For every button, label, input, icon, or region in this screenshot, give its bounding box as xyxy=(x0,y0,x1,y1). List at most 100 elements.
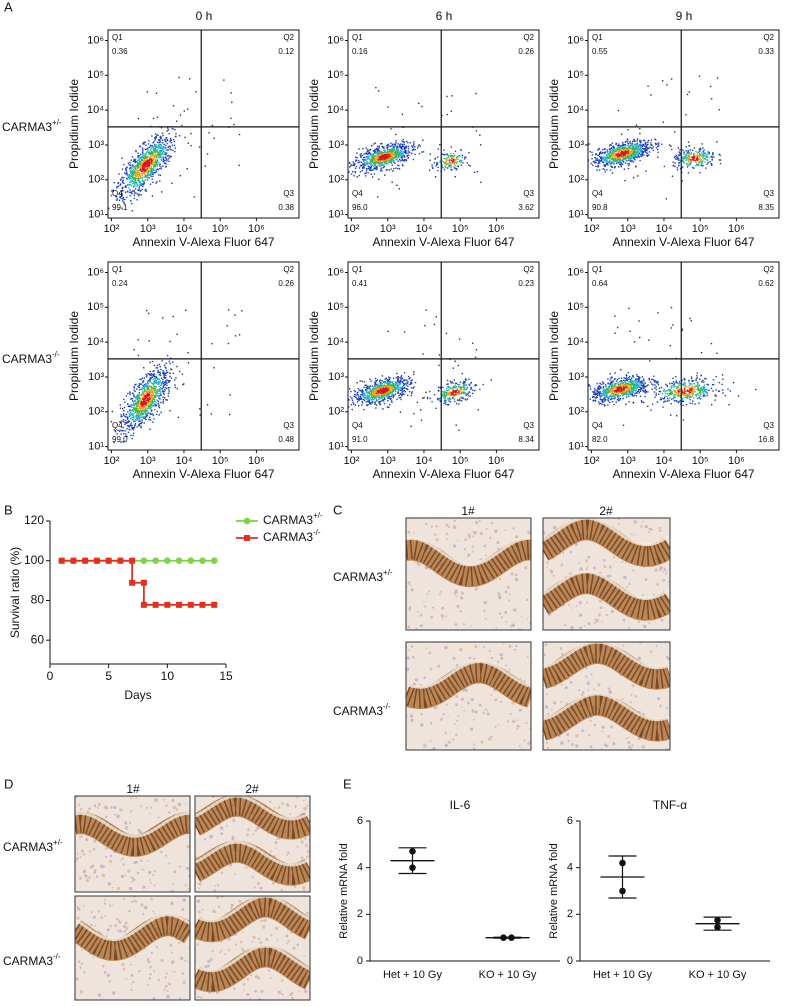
event-dot xyxy=(381,380,383,382)
event-dot xyxy=(166,142,169,145)
event-dot xyxy=(707,161,709,164)
event-dot xyxy=(369,390,372,393)
event-dot xyxy=(693,156,695,158)
x-tick-label: 10⁴ xyxy=(175,223,192,235)
event-dot xyxy=(585,171,586,172)
event-dot xyxy=(374,394,377,397)
event-dot xyxy=(361,393,363,396)
event-dot xyxy=(615,160,617,162)
quadrant-name: Q4 xyxy=(592,189,603,198)
event-dot xyxy=(398,151,400,153)
event-dot xyxy=(364,162,366,165)
event-dot xyxy=(677,147,680,149)
event-dot xyxy=(139,145,141,148)
event-dot xyxy=(123,398,125,401)
event-dot xyxy=(448,155,450,158)
event-dot xyxy=(132,407,135,409)
event-dot xyxy=(682,149,684,151)
event-dot xyxy=(631,149,633,151)
event-dot xyxy=(637,147,640,149)
event-dot xyxy=(132,181,135,183)
event-dot xyxy=(153,404,155,406)
event-dot xyxy=(126,417,129,420)
event-dot xyxy=(150,162,152,164)
event-dot xyxy=(158,145,160,147)
event-dot xyxy=(149,416,151,419)
event-dot xyxy=(702,147,704,149)
event-dot xyxy=(383,149,385,151)
event-dot xyxy=(399,392,402,395)
event-dot xyxy=(157,389,159,391)
event-dot xyxy=(616,155,618,158)
event-dot xyxy=(135,405,138,407)
event-dot xyxy=(635,153,638,155)
event-dot xyxy=(173,144,176,147)
event-dot xyxy=(626,150,629,153)
event-dot xyxy=(364,158,366,161)
event-dot xyxy=(179,175,182,177)
event-dot xyxy=(160,126,163,129)
event-dot xyxy=(704,158,707,160)
event-dot xyxy=(425,391,427,394)
event-dot xyxy=(602,156,605,159)
event-dot xyxy=(150,406,152,409)
event-dot xyxy=(597,148,600,150)
event-dot xyxy=(369,378,371,380)
event-dot xyxy=(396,150,398,152)
y-axis-title: Propidium Iodide xyxy=(67,79,81,169)
event-dot xyxy=(150,165,153,168)
event-dot xyxy=(388,145,390,147)
event-dot xyxy=(132,413,134,416)
y-tick-label: 10⁵ xyxy=(87,69,104,81)
event-dot xyxy=(121,157,123,159)
event-dot xyxy=(131,174,134,176)
event-dot xyxy=(374,377,377,380)
event-dot xyxy=(618,158,621,160)
event-dot xyxy=(142,381,144,384)
event-dot xyxy=(121,198,123,200)
event-dot xyxy=(137,411,140,413)
event-dot xyxy=(391,154,393,157)
event-dot xyxy=(213,367,215,369)
event-dot xyxy=(143,387,145,390)
panel-label: D xyxy=(4,776,13,791)
event-dot xyxy=(385,394,388,397)
y-tick-label: 10⁶ xyxy=(327,34,344,46)
event-dot xyxy=(693,157,696,160)
event-dot xyxy=(377,155,379,157)
event-dot xyxy=(372,154,374,157)
event-dot xyxy=(711,156,713,159)
event-dot xyxy=(479,388,481,391)
event-dot xyxy=(172,149,174,152)
event-dot xyxy=(383,164,385,166)
event-dot xyxy=(668,144,671,146)
event-dot xyxy=(138,169,140,172)
event-dot xyxy=(148,166,150,168)
event-dot xyxy=(135,149,137,152)
event-dot xyxy=(627,148,630,150)
event-dot xyxy=(448,386,451,389)
event-dot xyxy=(682,157,685,159)
event-dot xyxy=(165,163,167,165)
event-dot xyxy=(159,136,161,138)
event-dot xyxy=(401,159,403,162)
event-dot xyxy=(639,147,642,149)
event-dot xyxy=(658,145,660,147)
event-dot xyxy=(157,369,159,372)
event-dot xyxy=(442,386,444,389)
event-dot xyxy=(462,382,464,384)
event-dot xyxy=(158,404,160,406)
event-dot xyxy=(366,386,369,388)
event-dot xyxy=(460,389,463,391)
event-dot xyxy=(399,388,401,391)
event-dot xyxy=(128,420,131,423)
event-dot xyxy=(145,188,147,191)
event-dot xyxy=(151,392,154,394)
event-dot xyxy=(118,430,121,433)
event-dot xyxy=(144,163,147,166)
event-dot xyxy=(141,387,144,389)
event-dot xyxy=(422,151,425,153)
event-dot xyxy=(435,316,437,318)
event-dot xyxy=(390,168,392,170)
event-dot xyxy=(403,148,406,150)
